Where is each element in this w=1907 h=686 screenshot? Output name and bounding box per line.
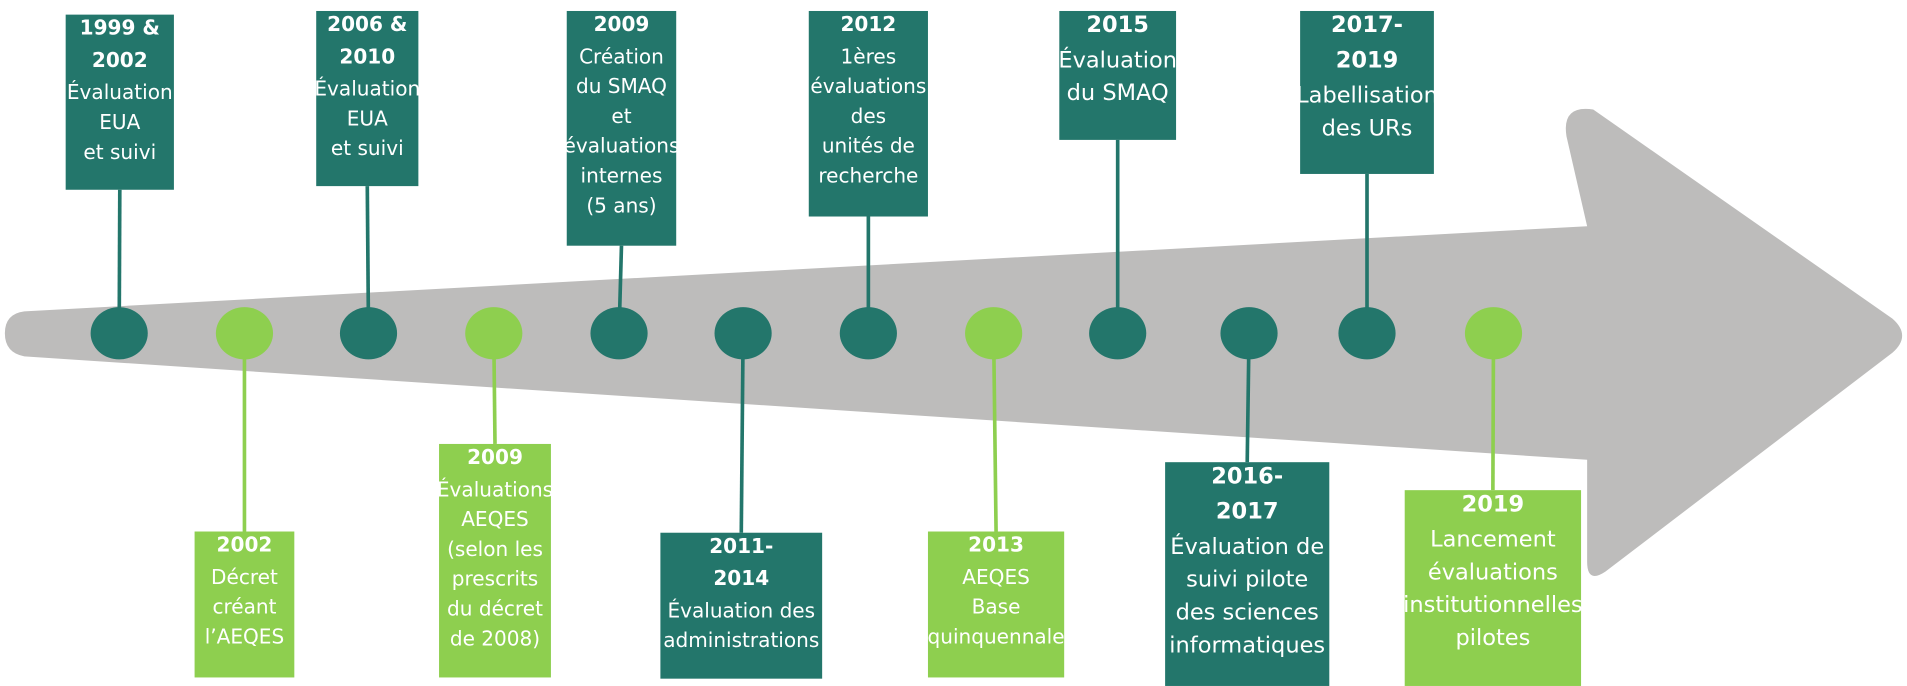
connector [991, 333, 998, 532]
event-text: quinquennale [928, 624, 1065, 648]
event-text: de 2008) [450, 626, 540, 650]
event-year: 1999 & [80, 16, 160, 40]
event-text: informatiques [1169, 632, 1325, 658]
event-text: suivi pilote [1186, 567, 1308, 593]
event-text: pilotes [1455, 625, 1530, 651]
event-text: Évaluation des [667, 598, 815, 622]
event-year: 2011- [709, 534, 773, 558]
event-text: Évaluation [1058, 45, 1177, 73]
event-dot [965, 307, 1023, 360]
event-dot [90, 307, 148, 360]
event-text: du SMAQ [576, 74, 667, 98]
event-box [1404, 490, 1582, 686]
event-box [927, 531, 1065, 678]
event-text: créant [212, 595, 276, 619]
event-text: institutionnelles [1403, 592, 1583, 618]
event-year: 2010 [339, 44, 395, 68]
event-text: évaluations [564, 134, 680, 158]
event-year: 2009 [467, 445, 523, 469]
event-year: 2009 [594, 12, 650, 36]
event-dot [590, 307, 648, 360]
event-text: du SMAQ [1067, 80, 1169, 106]
event-dot [465, 307, 523, 360]
event-year: 2013 [968, 533, 1024, 557]
event-text: Évaluation [314, 77, 420, 101]
connector [1491, 333, 1496, 491]
event-dot [714, 307, 772, 360]
event-text: Création [579, 44, 664, 68]
event-year: 2019 [1462, 491, 1525, 517]
event-year: 2016- [1211, 463, 1283, 489]
event-text: prescrits [452, 567, 538, 591]
event-text: AEQES [461, 507, 529, 531]
event-year: 2014 [713, 566, 769, 590]
event-text: EUA [347, 106, 388, 130]
event-text: Base [972, 595, 1021, 619]
event-dot [215, 307, 274, 360]
event-box [1059, 10, 1177, 140]
event-dot [339, 307, 398, 360]
event-year: 2019 [1336, 47, 1399, 73]
event-text: EUA [99, 110, 140, 134]
event-box [439, 443, 551, 678]
event-text: évaluations [1428, 559, 1558, 585]
event-year: 2017- [1331, 12, 1403, 38]
event-text: administrations [663, 628, 819, 652]
event-text: et suivi [331, 136, 404, 160]
event-text: internes [581, 163, 663, 187]
event-year: 2002 [92, 48, 148, 72]
arrow [4, 108, 1903, 576]
event-text: et [611, 104, 631, 128]
event-text: 1ères [841, 44, 897, 68]
event-box [1300, 10, 1434, 174]
event-text: (selon les [447, 537, 543, 561]
event-text: Évaluations [437, 477, 553, 501]
event-text: recherche [818, 163, 918, 187]
event-box [316, 10, 419, 187]
event-box [660, 532, 823, 679]
event-box [194, 531, 295, 678]
event-dot [1089, 307, 1147, 360]
event-text: Décret [211, 565, 278, 589]
event-text: unités de [822, 134, 915, 158]
event-box [1165, 462, 1330, 686]
event-text: l’AEQES [205, 624, 285, 648]
event-text: Évaluation [67, 80, 173, 104]
event-text: des [851, 104, 887, 128]
event-text: (5 ans) [586, 193, 656, 217]
event-text: des sciences [1176, 599, 1319, 625]
event-box [808, 10, 928, 217]
event-dot [1338, 307, 1396, 360]
event-year: 2012 [840, 12, 896, 36]
event-text: et suivi [83, 140, 156, 164]
event-text: Labellisation [1296, 83, 1438, 109]
event-year: 2015 [1086, 12, 1149, 38]
event-text: du décret [447, 596, 543, 620]
event-text: des URs [1322, 115, 1413, 141]
event-year: 2002 [217, 533, 273, 557]
event-text: Lancement [1430, 527, 1556, 553]
connector [739, 333, 745, 533]
event-text: évaluations [810, 74, 926, 98]
event-dot [1464, 307, 1523, 360]
event-year: 2017 [1216, 499, 1279, 525]
event-text: AEQES [962, 565, 1030, 589]
event-year: 2006 & [327, 12, 407, 36]
event-box [566, 10, 677, 246]
event-dot [1220, 307, 1278, 360]
event-box [65, 14, 174, 190]
event-dot [839, 307, 897, 360]
event-text: Évaluation de [1170, 532, 1324, 560]
